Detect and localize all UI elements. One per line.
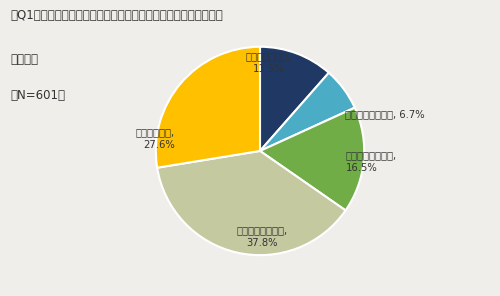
Text: 【Q1】アルコールを伴う食事（以下、食事）に行く頻度を教えて: 【Q1】アルコールを伴う食事（以下、食事）に行く頻度を教えて [10, 9, 223, 22]
Wedge shape [260, 73, 355, 151]
Wedge shape [156, 47, 260, 168]
Text: （ア）ほぼ毎日,
11.5%: （ア）ほぼ毎日, 11.5% [246, 51, 291, 74]
Text: （オ）その他,
27.6%: （オ）その他, 27.6% [136, 127, 174, 150]
Text: （エ）月１～３回,
37.8%: （エ）月１～３回, 37.8% [236, 225, 288, 248]
Wedge shape [157, 151, 346, 255]
Text: 下さい。: 下さい。 [10, 53, 38, 66]
Text: （N=601）: （N=601） [10, 89, 65, 102]
Wedge shape [260, 108, 364, 210]
Wedge shape [260, 47, 329, 151]
Text: （ウ）週１～２回,
16.5%: （ウ）週１～２回, 16.5% [346, 150, 397, 173]
Text: （イ）週３～４回, 6.7%: （イ）週３～４回, 6.7% [346, 110, 425, 120]
